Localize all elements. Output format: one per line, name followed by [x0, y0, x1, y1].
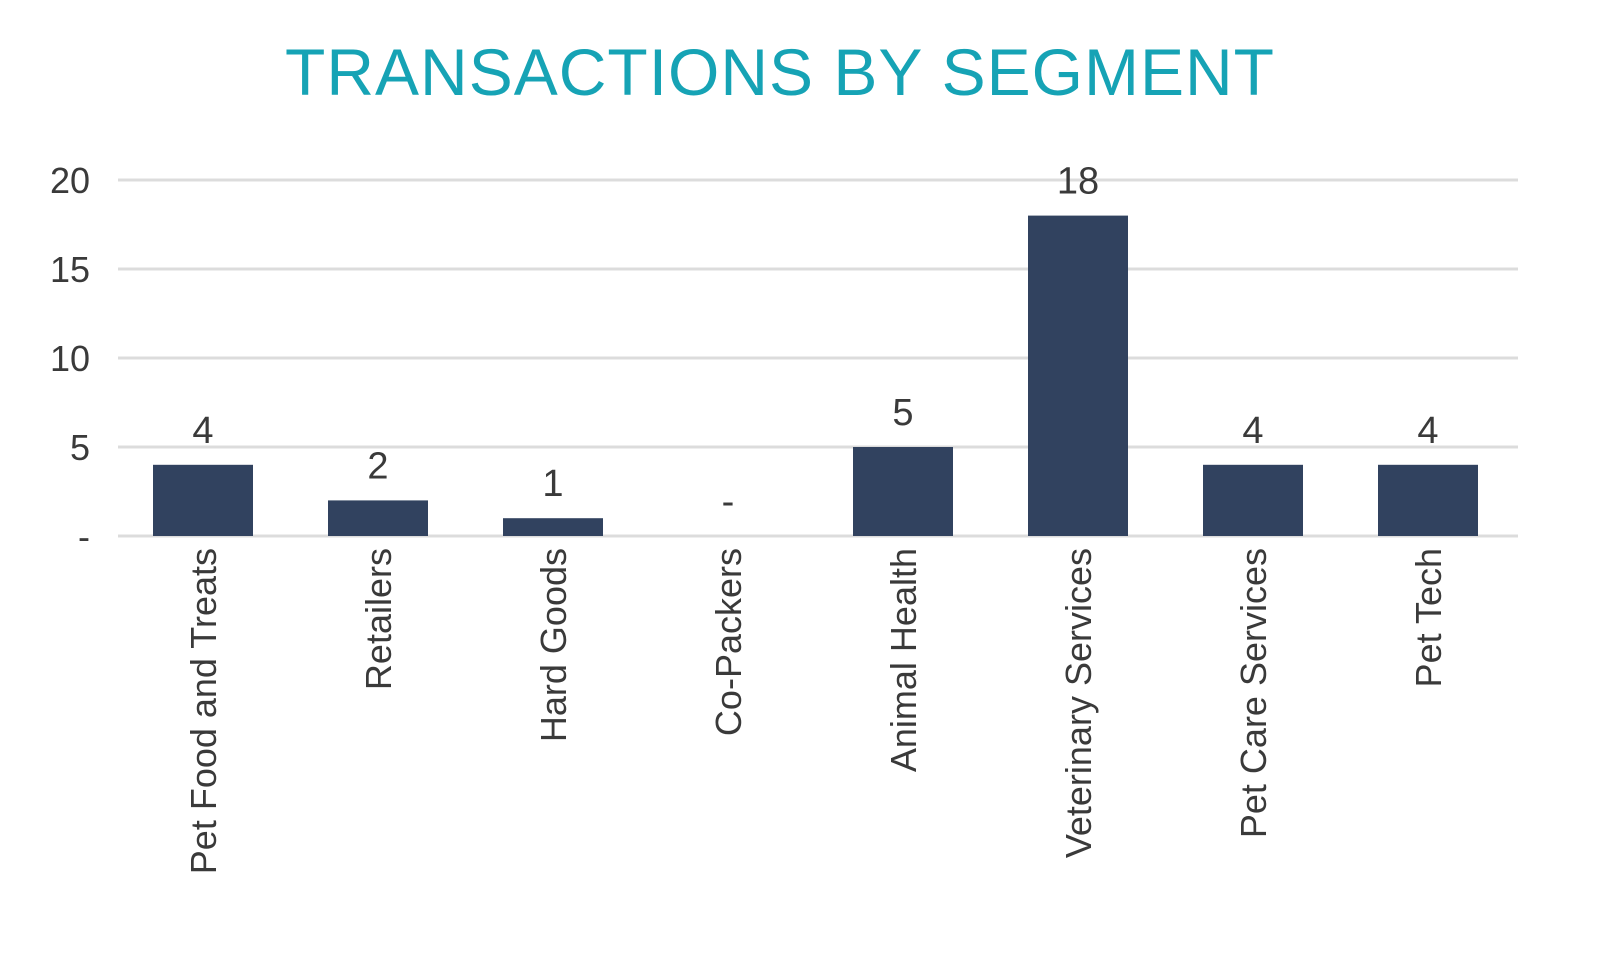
category-label: Pet Care Services: [1233, 548, 1274, 838]
bar: [153, 464, 253, 536]
y-tick-label: 5: [70, 427, 90, 468]
bar: [1028, 215, 1128, 536]
data-label: 4: [1417, 410, 1438, 452]
data-label: 2: [367, 445, 388, 487]
bar: [1203, 464, 1303, 536]
y-tick-label: 10: [50, 338, 90, 379]
category-label: Animal Health: [883, 548, 924, 772]
category-label: Pet Tech: [1408, 548, 1449, 687]
category-label: Hard Goods: [533, 548, 574, 742]
gridlines: [118, 178, 1518, 538]
y-axis-ticks: - 5 10 15 20: [50, 160, 90, 557]
y-tick-label: 20: [50, 160, 90, 201]
bar: [853, 447, 953, 536]
category-label: Co-Packers: [708, 548, 749, 736]
bar: [503, 518, 603, 536]
category-label: Retailers: [358, 548, 399, 690]
data-label: -: [722, 481, 735, 523]
data-label: 4: [1242, 410, 1263, 452]
category-labels: Pet Food and Treats Retailers Hard Goods Co…: [183, 548, 1449, 874]
chart-title: TRANSACTIONS BY SEGMENT: [285, 35, 1275, 109]
y-tick-label: 15: [50, 249, 90, 290]
bar: [328, 500, 428, 536]
data-label: 18: [1057, 161, 1099, 203]
data-labels: 4 2 1 - 5 18 4 4: [192, 161, 1438, 523]
category-label: Pet Food and Treats: [183, 548, 224, 874]
data-label: 5: [892, 392, 913, 434]
data-label: 4: [192, 410, 213, 452]
bar: [1378, 464, 1478, 536]
data-label: 1: [542, 463, 563, 505]
category-label: Veterinary Services: [1058, 548, 1099, 858]
bars: [153, 215, 1478, 536]
y-tick-label: -: [78, 516, 90, 557]
